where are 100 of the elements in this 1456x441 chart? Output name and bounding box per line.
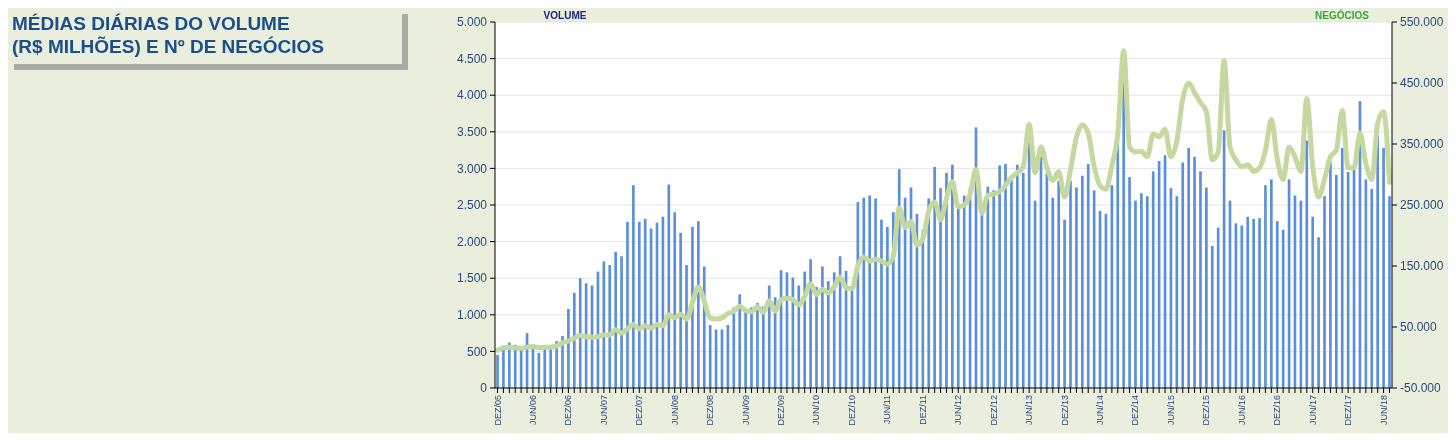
bar <box>826 281 830 388</box>
bar <box>927 198 931 388</box>
x-tick-label: JUN/10 <box>811 395 822 426</box>
bar <box>1021 172 1025 388</box>
x-tick-label: JUN/06 <box>527 395 538 426</box>
bar <box>626 221 629 388</box>
bar <box>1205 187 1208 388</box>
bar <box>1057 180 1061 388</box>
bar <box>614 251 617 388</box>
bar <box>1187 147 1190 388</box>
bar <box>1264 185 1267 388</box>
bar <box>880 219 883 388</box>
x-tick-label: DEZ/08 <box>705 395 716 426</box>
bar <box>1075 187 1078 388</box>
bar <box>874 198 877 388</box>
y2-tick-label: 150.000 <box>1400 259 1444 274</box>
bar <box>1086 164 1090 388</box>
y-tick-label: 0 <box>480 381 488 396</box>
y2-tick-label: 50.000 <box>1400 320 1438 335</box>
bar <box>767 285 771 388</box>
bar <box>986 186 990 388</box>
x-tick-label: DEZ/05 <box>492 395 503 426</box>
bar <box>821 266 824 388</box>
x-tick-label: JUN/14 <box>1095 395 1106 426</box>
x-tick-label: JUN/08 <box>669 395 680 426</box>
bar <box>809 259 812 388</box>
bar <box>1010 177 1013 388</box>
bar <box>797 285 801 388</box>
x-tick-label: DEZ/12 <box>988 395 999 426</box>
bar <box>620 256 623 388</box>
bar <box>637 221 641 388</box>
bar <box>1080 175 1084 388</box>
y2-tick-label: 550.000 <box>1400 15 1444 30</box>
y-tick-label: 2.500 <box>456 198 488 213</box>
y2-tick-label: 350.000 <box>1400 137 1444 152</box>
bar <box>1340 147 1344 388</box>
bar <box>1305 140 1309 388</box>
bar <box>643 218 647 388</box>
x-tick-label: JUN/11 <box>882 395 893 425</box>
x-tick-label: JUN/15 <box>1165 395 1176 426</box>
x-tick-label: JUN/17 <box>1307 395 1318 426</box>
bar <box>945 172 948 388</box>
bar <box>697 221 700 388</box>
bar <box>992 190 996 388</box>
x-tick-label: JUN/12 <box>953 395 964 426</box>
bar <box>1270 179 1273 388</box>
bar <box>1317 237 1320 388</box>
bar <box>1199 171 1202 388</box>
bar <box>897 169 901 388</box>
x-tick-label: JUN/13 <box>1024 395 1035 426</box>
x-tick-label: DEZ/11 <box>917 395 928 425</box>
x-tick-label: DEZ/15 <box>1201 395 1212 426</box>
bar <box>1016 164 1019 388</box>
bar <box>1051 197 1055 388</box>
x-tick-label: DEZ/17 <box>1343 395 1354 426</box>
bar <box>862 197 866 388</box>
y2-axis-title: NEGÓCIOS <box>1315 9 1370 21</box>
y-tick-label: 3.000 <box>456 161 488 176</box>
bar <box>578 278 582 388</box>
bar <box>762 306 765 388</box>
bar <box>1252 218 1255 388</box>
x-tick-label: DEZ/06 <box>563 395 574 426</box>
y-tick-label: 1.000 <box>456 308 488 322</box>
bar <box>667 184 671 388</box>
bar <box>1210 245 1214 388</box>
bar <box>744 311 747 388</box>
bar <box>832 272 836 388</box>
bar <box>572 292 576 388</box>
x-tick-label: DEZ/14 <box>1130 395 1141 426</box>
y2-tick-label: -50.000 <box>1400 381 1442 396</box>
bar <box>921 229 925 388</box>
y-tick-label: 5.000 <box>456 15 488 30</box>
bar <box>679 232 682 388</box>
y2-tick-label: 250.000 <box>1400 198 1444 213</box>
bar <box>1246 216 1250 388</box>
bar <box>1145 196 1149 388</box>
bar <box>1240 225 1244 388</box>
text: MÉDIAS DIÁRIAS DO VOLUME (R$ MILHÕES) E Nº DE NEGÓCIOS <box>12 12 326 58</box>
bar <box>1370 188 1374 388</box>
bar <box>868 195 871 388</box>
bar <box>756 303 759 388</box>
bar <box>815 286 818 388</box>
x-tick-label: JUN/18 <box>1378 395 1389 426</box>
bar <box>549 348 552 388</box>
x-tick-label: DEZ/10 <box>846 395 857 426</box>
bar <box>1376 135 1380 388</box>
bar <box>1151 171 1155 388</box>
bar <box>1069 180 1072 388</box>
bar <box>567 308 570 388</box>
bar <box>1216 227 1220 388</box>
bar <box>956 207 960 388</box>
bar <box>1140 193 1143 388</box>
x-tick-label: JUN/09 <box>740 395 751 426</box>
bar <box>962 195 966 388</box>
bar <box>1311 216 1315 388</box>
bar <box>1134 200 1137 388</box>
y-tick-label: 3.500 <box>456 125 488 139</box>
y-tick-label: 4.000 <box>456 88 488 103</box>
x-tick-label: DEZ/09 <box>776 395 787 426</box>
y-tick-label: 1.500 <box>456 271 488 286</box>
